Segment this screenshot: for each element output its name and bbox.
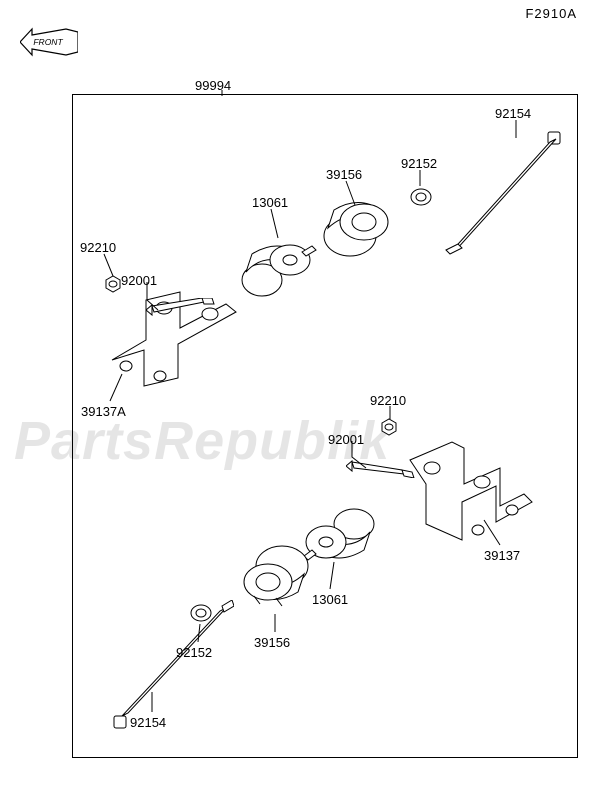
callout-92210: 92210	[80, 240, 116, 255]
part-boss-upper	[238, 236, 322, 302]
part-screw-upper	[440, 130, 570, 260]
front-direction-badge: FRONT	[20, 25, 78, 59]
callout-39137A: 39137A	[81, 404, 126, 419]
callout-39156: 39156	[254, 635, 290, 650]
callout-92152: 92152	[401, 156, 437, 171]
part-screw-lower	[104, 600, 234, 730]
callout-92154: 92154	[495, 106, 531, 121]
part-bolt-upper	[146, 298, 216, 322]
part-pad-lower	[234, 538, 312, 610]
front-text: FRONT	[33, 37, 63, 47]
part-pad-upper	[320, 194, 398, 266]
part-collar-upper	[408, 186, 434, 208]
page: F2910A FRONT PartsRepublik	[0, 0, 593, 800]
callout-99994: 99994	[195, 78, 231, 93]
callout-39156: 39156	[326, 167, 362, 182]
part-nut-lower	[378, 417, 400, 437]
callout-92154: 92154	[130, 715, 166, 730]
callout-92001: 92001	[121, 273, 157, 288]
callout-92152: 92152	[176, 645, 212, 660]
figure-code-label: F2910A	[525, 6, 577, 21]
callout-39137: 39137	[484, 548, 520, 563]
callout-13061: 13061	[312, 592, 348, 607]
part-bracket-lower	[404, 440, 538, 542]
callout-13061: 13061	[252, 195, 288, 210]
callout-92001: 92001	[328, 432, 364, 447]
callout-92210: 92210	[370, 393, 406, 408]
